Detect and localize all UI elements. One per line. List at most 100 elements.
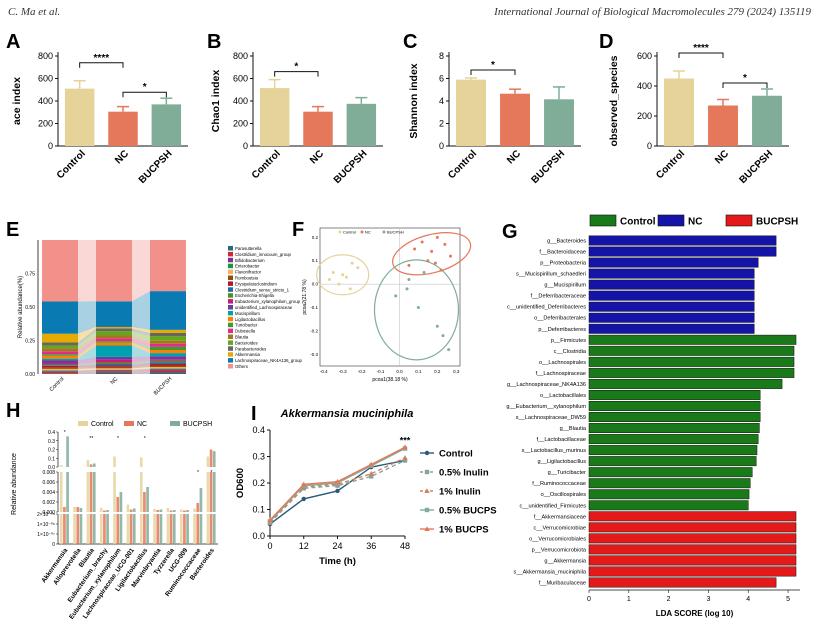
significance-label: * (64, 430, 66, 436)
bar-middle (156, 510, 160, 512)
stack-segment (42, 301, 78, 334)
stack-segment (42, 354, 78, 356)
significance-label: **** (693, 43, 709, 54)
bar-upper (89, 464, 93, 467)
lda-bar (588, 389, 761, 400)
legend-label: Romboutsia (235, 276, 259, 281)
data-point (334, 478, 341, 484)
stack-segment (96, 364, 132, 366)
stack-segment (150, 336, 186, 341)
taxon-label: p__Firmicutes (551, 338, 586, 344)
y-tick-label: 200 (233, 119, 248, 129)
bar-middle (73, 507, 76, 512)
stack-segment (150, 291, 186, 330)
bar-lower (63, 514, 66, 544)
y-tick-label: 0.2 (312, 235, 319, 240)
y-tick-label: 0 (243, 141, 248, 151)
pcoa-point-control (356, 266, 360, 270)
x-tick-label: -0.1 (377, 369, 385, 374)
bar-middle (146, 487, 149, 512)
pcoa-point-nc (443, 242, 447, 246)
pcoa-point-control (348, 287, 352, 291)
data-point (335, 488, 340, 494)
bar-middle (103, 510, 106, 512)
bar-lower (73, 514, 76, 544)
abundance-flow (78, 370, 96, 372)
legend-label: Others (235, 364, 248, 369)
data-point (402, 444, 408, 450)
legend-swatch (124, 421, 134, 426)
abundance-flow (78, 326, 96, 343)
abundance-flow (132, 362, 150, 366)
y-axis-label: ace index (11, 77, 23, 125)
bar-lower (193, 514, 196, 544)
abundance-flow (132, 359, 150, 363)
stack-segment (96, 326, 132, 329)
bar-lower (212, 514, 216, 544)
stack-segment (96, 240, 132, 302)
x-tick-label-nc: NC (713, 148, 731, 166)
lda-bar (588, 577, 777, 588)
stack-segment (42, 365, 78, 368)
legend-swatch (228, 316, 233, 322)
abundance-flow (78, 328, 96, 346)
stack-segment (150, 346, 186, 350)
legend-swatch (228, 257, 233, 263)
bar-upper (209, 449, 213, 467)
stack-segment (96, 370, 132, 372)
lda-bar (588, 478, 751, 489)
bar-lower (143, 514, 146, 544)
pcoa-point-nc (439, 268, 443, 272)
bucpsh-ellipse (373, 259, 460, 361)
lda-bar (588, 445, 758, 456)
bar-lower (126, 514, 130, 544)
legend-label: NC (688, 217, 702, 228)
y-tick-label: 2 (439, 119, 444, 129)
lda-bar (588, 500, 749, 511)
lda-bar (588, 423, 760, 434)
bar-middle (99, 508, 103, 512)
panel-h-genus-abundance-chart: H Control NC BUCPSH 0.0 0.1 0.2 0.3 0.4 0.000 0.00… (6, 400, 218, 621)
lda-bar (588, 533, 797, 544)
y-tick-label: 0.000 (42, 510, 55, 516)
pcoa-point-bucpsh (435, 324, 439, 328)
stack-segment (96, 366, 132, 369)
legend-swatch (228, 352, 233, 357)
y-tick-label: 0.25 (25, 339, 35, 345)
lda-bar (588, 279, 755, 290)
x-tick-label: 0.0 (396, 369, 403, 374)
legend-swatch (228, 305, 233, 310)
panel-label: B (207, 31, 221, 53)
x-tick-label: 0 (587, 596, 591, 603)
bar-lower (99, 514, 103, 544)
pcoa-point-nc (433, 261, 437, 265)
y-tick-label: 0.004 (42, 490, 55, 496)
legend-label: unidentified_Lachnospiraceae (235, 305, 293, 310)
bar-lower (106, 514, 109, 544)
legend-label: Control (343, 230, 356, 235)
stack-segment (96, 359, 132, 363)
pcoa-point-nc (435, 235, 439, 239)
legend-swatch (78, 421, 88, 426)
lda-bar (588, 301, 755, 312)
y-tick-label: 200 (637, 111, 652, 121)
panel-b-chao1-chart: B 0 200 400 600 800 Chao1 index Control NC BUCPSH… (207, 31, 383, 186)
taxon-label: g__Akkermansia (544, 558, 587, 564)
legend-label: Dubosiella (235, 329, 256, 334)
pcoa-point-bucpsh (422, 270, 426, 274)
taxon-label: g__Bacteroides (547, 239, 586, 245)
significance-label: **** (94, 53, 110, 64)
y-tick-label: 0 (647, 141, 652, 151)
legend-marker (360, 230, 364, 234)
bar-lower (66, 514, 69, 544)
bar-lower (89, 514, 93, 544)
bar-middle (196, 503, 200, 512)
taxon-label: p__Proteobacteria (540, 261, 587, 267)
x-tick-label: BUCPSH (153, 376, 173, 396)
bar-middle (119, 492, 123, 512)
legend-label: Lachnospiraceae_NK4A136_group (235, 358, 303, 363)
bar-middle (209, 472, 213, 512)
bar-lower (199, 514, 203, 544)
lda-bar (588, 511, 797, 522)
abundance-flow (78, 366, 96, 369)
